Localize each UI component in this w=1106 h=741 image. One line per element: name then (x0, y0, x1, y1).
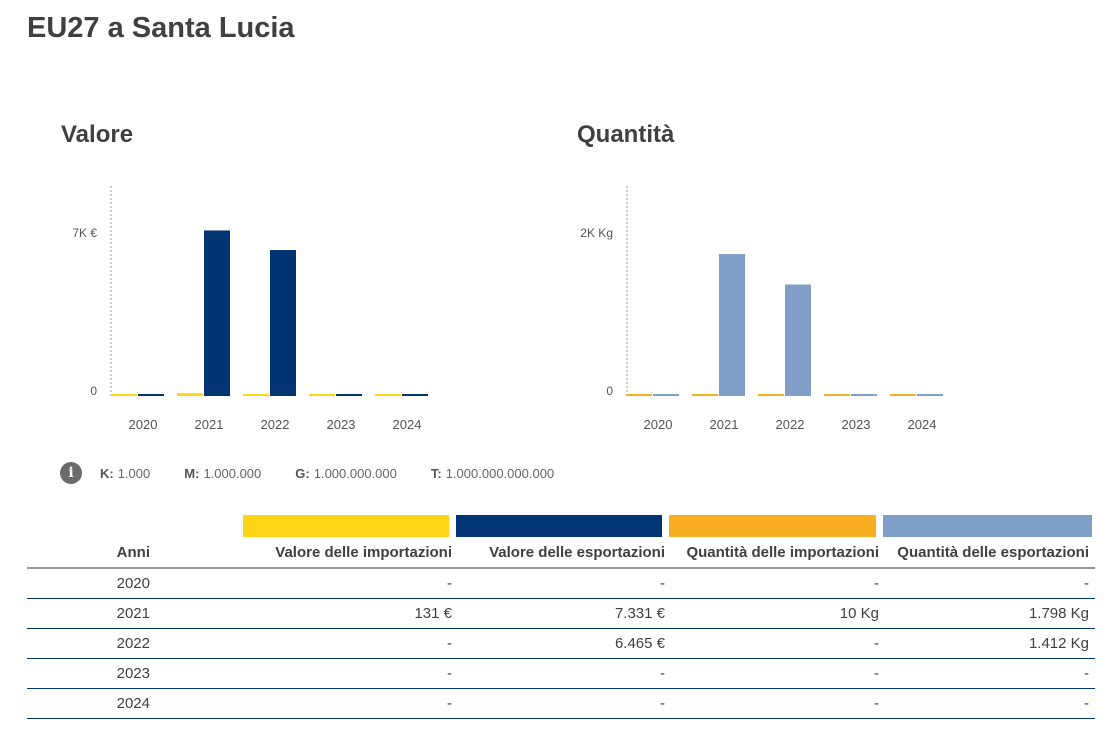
bar-2020-export (138, 394, 164, 396)
unit-m: M: 1.000.000 (184, 465, 262, 481)
cell-year: 2024 (27, 688, 239, 719)
x-tick-label: 2023 (842, 417, 871, 432)
bar-2021-export (719, 254, 745, 396)
x-tick-label: 2024 (908, 417, 937, 432)
table-cell: - (879, 658, 1095, 689)
y-tick-label: 0 (606, 384, 613, 398)
bar-2023-export (851, 394, 877, 396)
x-tick-label: 2020 (644, 417, 673, 432)
cell-year: 2022 (27, 628, 239, 659)
table-cell: - (665, 688, 879, 719)
bar-2021-import (177, 393, 203, 396)
units-legend: i K: 1.000 M: 1.000.000 G: 1.000.000.000 T:… (60, 462, 588, 484)
cell-year: 2020 (27, 568, 239, 599)
table-row: 2024- - - - (27, 688, 1095, 719)
bar-2024-export (402, 394, 428, 396)
swatch-export-qty (883, 515, 1092, 537)
bar-2023-import (309, 394, 335, 396)
bar-2024-import (890, 394, 916, 396)
chart-title-valore: Valore (61, 121, 134, 148)
bar-2023-export (336, 394, 362, 396)
y-tick-label: 2K Kg (580, 226, 613, 240)
header-col: Valore delle importazioni (239, 538, 452, 569)
table-cell: 10 Kg (665, 598, 879, 629)
bar-2022-import (243, 394, 269, 396)
swatch-import-value (243, 515, 449, 537)
bar-2020-import (626, 394, 652, 396)
bar-2020-export (653, 394, 679, 396)
header-col: Quantità delle importazioni (665, 538, 879, 569)
table-row: 2021 131 €7.331 €10 Kg 1.798 Kg (27, 598, 1095, 629)
data-table: Anni Valore delle importazioni Valore de… (27, 514, 1095, 719)
bar-2022-import (758, 394, 784, 396)
table-cell: - (665, 658, 879, 689)
page-title: EU27 a Santa Lucia (27, 12, 295, 44)
bar-2024-export (917, 394, 943, 396)
table-cell: - (239, 568, 452, 599)
swatch-import-qty (669, 515, 876, 537)
x-tick-label: 2022 (776, 417, 805, 432)
swatch-export-value (456, 515, 662, 537)
table-cell: 1.798 Kg (879, 598, 1095, 629)
bar-2022-export (785, 284, 811, 396)
cell-year: 2023 (27, 658, 239, 689)
table-cell: - (452, 568, 665, 599)
header-col: Valore delle esportazioni (452, 538, 665, 569)
table-cell: - (879, 568, 1095, 599)
table-cell: 7.331 € (452, 598, 665, 629)
bar-2024-import (375, 394, 401, 396)
table-row: 2022-6.465 € -1.412 Kg (27, 628, 1095, 659)
table-row: 2023- - - - (27, 658, 1095, 689)
cell-year: 2021 (27, 598, 239, 629)
x-tick-label: 2020 (129, 417, 158, 432)
table-cell: - (665, 568, 879, 599)
table-cell: 6.465 € (452, 628, 665, 659)
table-cell: - (452, 688, 665, 719)
table-cell: 1.412 Kg (879, 628, 1095, 659)
x-tick-label: 2022 (261, 417, 290, 432)
unit-t: T: 1.000.000.000.000 (430, 465, 555, 481)
chart-title-quantita: Quantità (577, 121, 675, 148)
table-cell: - (239, 628, 452, 659)
table-header: Anni Valore delle importazioni Valore de… (27, 538, 1095, 569)
table-cell: - (879, 688, 1095, 719)
table-cell: - (665, 628, 879, 659)
legend-swatches (27, 514, 1095, 538)
table-cell: - (452, 658, 665, 689)
info-icon: i (60, 462, 82, 484)
unit-g: G: 1.000.000.000 (295, 465, 397, 481)
charts: 0 7K € 2020 2021 2022 2023 2024 0 2K Kg 2020 2021 2… (72, 186, 943, 432)
table-row: 2020- - - - (27, 568, 1095, 599)
header-anni: Anni (27, 538, 239, 569)
table-cell: - (239, 688, 452, 719)
bar-2021-import (692, 394, 718, 396)
x-tick-label: 2021 (195, 417, 224, 432)
bar-2021-export (204, 230, 230, 396)
unit-k: K: 1.000 (100, 465, 151, 481)
table-cell: 131 € (239, 598, 452, 629)
bar-2020-import (111, 394, 137, 396)
x-tick-label: 2023 (327, 417, 356, 432)
header-col: Quantità delle esportazioni (879, 538, 1095, 569)
x-tick-label: 2024 (393, 417, 422, 432)
y-tick-label: 7K € (72, 226, 97, 240)
bar-2022-export (270, 250, 296, 396)
bar-2023-import (824, 394, 850, 396)
y-tick-label: 0 (90, 384, 97, 398)
x-tick-label: 2021 (710, 417, 739, 432)
table-cell: - (239, 658, 452, 689)
